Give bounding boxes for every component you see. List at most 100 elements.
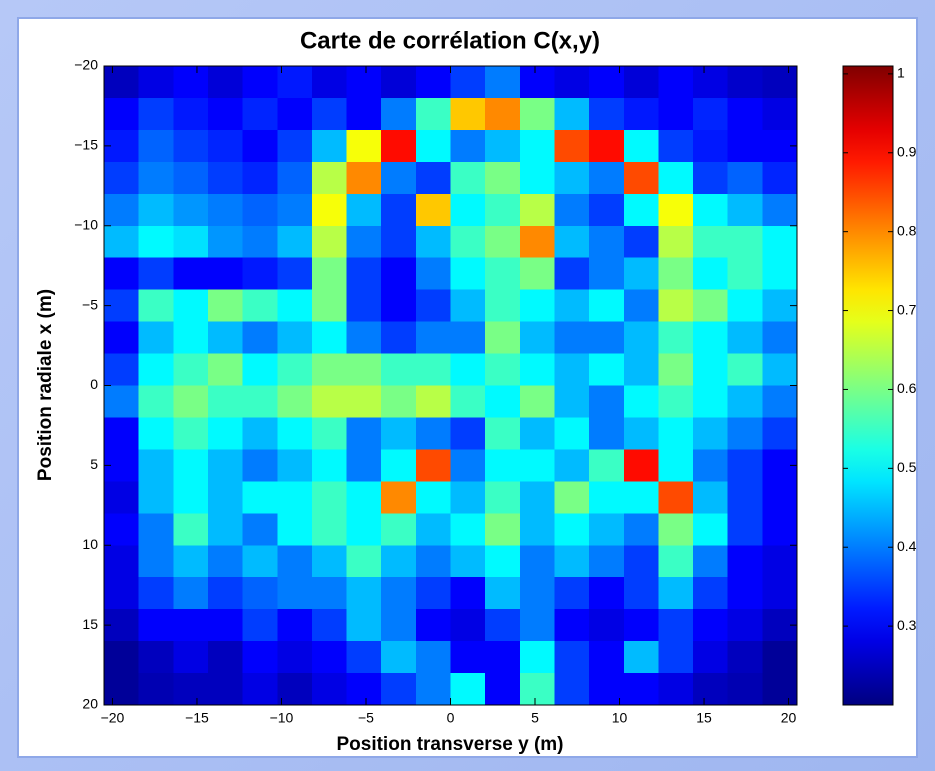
heatmap-cell <box>727 481 763 514</box>
heatmap-cell <box>138 257 174 291</box>
heatmap-cell <box>207 193 244 227</box>
heatmap-cell <box>311 385 348 418</box>
heatmap-cell <box>277 673 313 706</box>
heatmap-cell <box>658 353 694 386</box>
heatmap-cell <box>381 609 417 642</box>
heatmap-cell <box>727 353 763 386</box>
heatmap-cell <box>693 609 729 642</box>
heatmap-cell <box>693 289 729 323</box>
heatmap-cell <box>242 257 278 291</box>
heatmap-cell <box>415 673 451 706</box>
heatmap-cell <box>693 577 729 610</box>
heatmap-cell <box>415 66 451 99</box>
heatmap-cell <box>277 161 313 195</box>
x-tick-label: −20 <box>101 710 125 726</box>
heatmap-cell <box>762 417 798 450</box>
heatmap-cell <box>173 161 209 195</box>
heatmap-cell <box>623 225 659 259</box>
x-axis-label: Position transverse y (m) <box>336 734 563 755</box>
heatmap-cell <box>104 225 140 259</box>
heatmap-cell <box>207 545 244 578</box>
heatmap-cell <box>762 225 798 259</box>
heatmap-cell <box>762 673 798 706</box>
heatmap-cell <box>173 289 209 323</box>
heatmap-cell <box>693 641 729 674</box>
heatmap-cell <box>173 577 209 610</box>
heatmap-cell <box>658 193 694 227</box>
heatmap-cell <box>173 129 209 163</box>
heatmap-cell <box>727 609 763 642</box>
heatmap-cell <box>173 66 209 99</box>
heatmap-cell <box>485 66 521 99</box>
heatmap-cell <box>346 545 382 578</box>
heatmap-cell <box>138 513 174 546</box>
heatmap-cell <box>693 353 729 386</box>
heatmap-cell <box>450 641 486 674</box>
heatmap-cell <box>207 289 244 323</box>
heatmap-cell <box>519 641 555 674</box>
heatmap-cell <box>277 321 313 355</box>
heatmap-cell <box>554 257 590 291</box>
colorbar-tick-label: 0.7 <box>897 301 917 317</box>
heatmap-cell <box>589 257 625 291</box>
heatmap-cell <box>554 385 590 418</box>
y-tick-label: 0 <box>90 376 98 392</box>
heatmap-cell <box>104 353 140 386</box>
heatmap-cell <box>623 289 659 323</box>
heatmap-cell <box>519 66 555 99</box>
heatmap-cell <box>485 609 521 642</box>
heatmap-cell <box>138 577 174 610</box>
heatmap-cell <box>623 257 659 291</box>
heatmap-cell <box>242 225 278 259</box>
colorbar-tick-label: 1 <box>897 65 905 81</box>
heatmap-cell <box>381 321 417 355</box>
heatmap-cell <box>658 609 694 642</box>
heatmap-cell <box>346 353 382 386</box>
heatmap-cell <box>242 481 278 514</box>
heatmap-cell <box>381 641 417 674</box>
heatmap-cell <box>104 577 140 610</box>
heatmap-cell <box>762 161 798 195</box>
heatmap-cell <box>138 193 174 227</box>
heatmap-cell <box>693 257 729 291</box>
heatmap-cell <box>173 641 209 674</box>
heatmap-cell <box>207 321 244 355</box>
heatmap-cell <box>693 193 729 227</box>
heatmap-cell <box>138 641 174 674</box>
y-tick-label: 20 <box>82 696 98 712</box>
heatmap-cell <box>589 609 625 642</box>
heatmap-cell <box>207 449 244 482</box>
heatmap-cell <box>589 225 625 259</box>
heatmap-cell <box>589 417 625 450</box>
heatmap-cell <box>242 97 278 131</box>
heatmap-cell <box>311 225 348 259</box>
heatmap-cell <box>623 193 659 227</box>
heatmap-cell <box>381 161 417 195</box>
heatmap-cell <box>623 321 659 355</box>
heatmap-cell <box>311 97 348 131</box>
heatmap-cell <box>450 353 486 386</box>
heatmap-cell <box>450 321 486 355</box>
heatmap-cell <box>277 417 313 450</box>
heatmap-cell <box>104 257 140 291</box>
y-tick-label: −5 <box>82 296 98 312</box>
y-tick-label: −20 <box>74 57 98 73</box>
heatmap-cell <box>104 97 140 131</box>
heatmap-cell <box>138 161 174 195</box>
heatmap-cell <box>519 225 555 259</box>
heatmap-cell <box>381 289 417 323</box>
colorbar-tick-label: 0.5 <box>897 459 917 475</box>
heatmap-cell <box>381 225 417 259</box>
heatmap-cell <box>658 673 694 706</box>
heatmap-cell <box>485 289 521 323</box>
heatmap-cell <box>415 289 451 323</box>
heatmap-cell <box>173 193 209 227</box>
heatmap-cell <box>311 193 348 227</box>
heatmap-cell <box>519 97 555 131</box>
heatmap-cell <box>242 609 278 642</box>
heatmap-cell <box>346 66 382 99</box>
colorbar-tick-label: 0.6 <box>897 380 917 396</box>
heatmap-cell <box>658 481 694 514</box>
heatmap-cell <box>242 321 278 355</box>
